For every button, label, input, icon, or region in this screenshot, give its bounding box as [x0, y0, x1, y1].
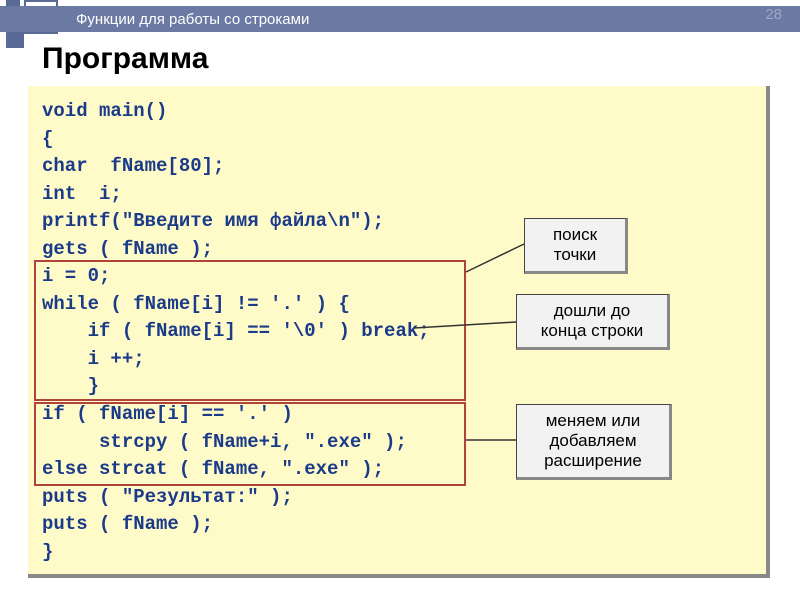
- code-line: if ( fName[i] == '.' ): [42, 403, 293, 425]
- code-line: void main(): [42, 100, 167, 122]
- page-number: 28: [765, 6, 782, 23]
- callout-line: точки: [537, 245, 613, 265]
- header-bar: Функции для работы со строками: [0, 6, 800, 32]
- callout-line: конца строки: [529, 321, 655, 341]
- code-line: puts ( "Результат:" );: [42, 486, 293, 508]
- code-line: gets ( fName );: [42, 238, 213, 260]
- breadcrumb: Функции для работы со строками: [76, 11, 309, 28]
- code-line: int i;: [42, 183, 122, 205]
- code-line: {: [42, 128, 53, 150]
- callout-line: добавляем: [529, 431, 657, 451]
- code-line: i = 0;: [42, 265, 110, 287]
- code-line: if ( fName[i] == '\0' ) break;: [42, 320, 430, 342]
- code-line: }: [42, 375, 99, 397]
- code-line: puts ( fName );: [42, 513, 213, 535]
- page-title: Программа: [42, 42, 208, 76]
- code-line: strcpy ( fName+i, ".exe" );: [42, 431, 407, 453]
- callout-line: расширение: [529, 451, 657, 471]
- callout-line: дошли до: [529, 301, 655, 321]
- code-line: char fName[80];: [42, 155, 224, 177]
- code-line: i ++;: [42, 348, 145, 370]
- callout-end-of-string: дошли до конца строки: [516, 294, 670, 350]
- callout-line: поиск: [537, 225, 613, 245]
- code-line: else strcat ( fName, ".exe" );: [42, 458, 384, 480]
- code-line: }: [42, 541, 53, 563]
- callout-change-ext: меняем или добавляем расширение: [516, 404, 672, 480]
- deco-square-3: [6, 30, 24, 48]
- callout-search-dot: поиск точки: [524, 218, 628, 274]
- callout-line: меняем или: [529, 411, 657, 431]
- code-line: printf("Введите имя файла\n");: [42, 210, 384, 232]
- code-line: while ( fName[i] != '.' ) {: [42, 293, 350, 315]
